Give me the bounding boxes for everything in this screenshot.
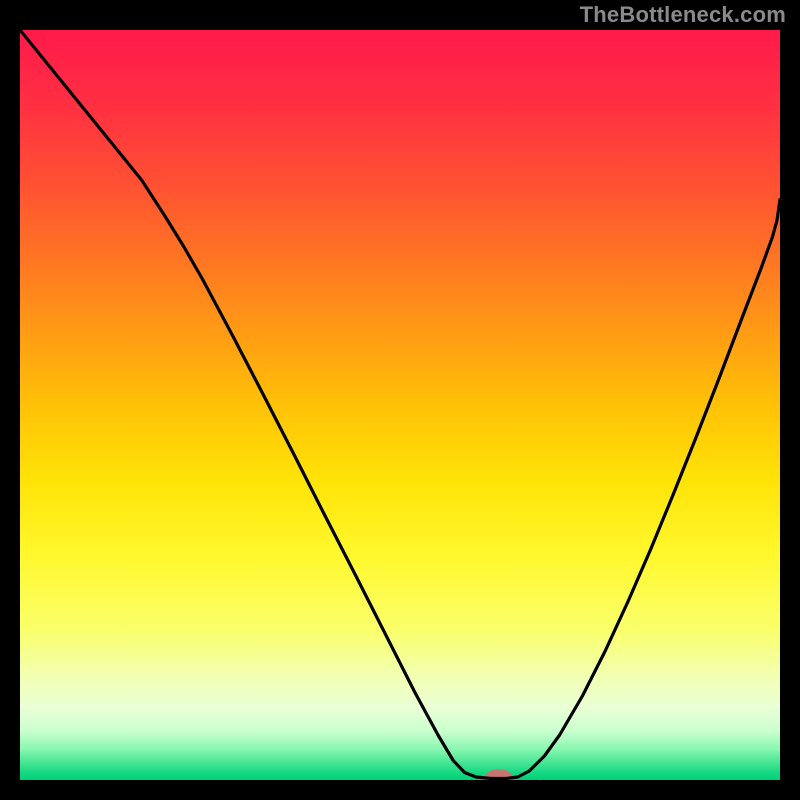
chart-frame: { "watermark": { "text": "TheBottleneck.…	[0, 0, 800, 800]
bottleneck-chart	[0, 0, 800, 800]
optimal-marker	[486, 769, 512, 783]
gradient-background	[20, 30, 780, 780]
watermark-text: TheBottleneck.com	[580, 2, 786, 28]
